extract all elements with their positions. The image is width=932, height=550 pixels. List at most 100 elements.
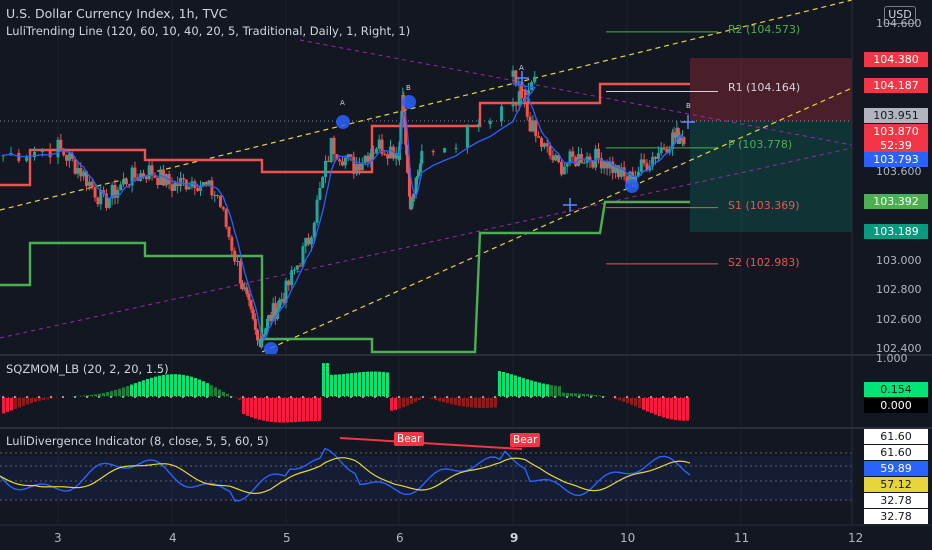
indicator-trend-legend[interactable]: LuliTrending Line (120, 60, 10, 40, 20, …	[6, 24, 411, 38]
purple-support	[0, 147, 853, 339]
candle-body	[256, 329, 259, 341]
sqz-bar	[162, 374, 165, 397]
sqz-dot	[410, 396, 412, 398]
sqz-bar	[626, 397, 629, 404]
candle-body	[343, 157, 347, 166]
sqz-bar	[110, 391, 113, 397]
candle-body	[261, 334, 265, 339]
candle-body	[431, 150, 435, 153]
sqz-bar	[682, 397, 685, 421]
sqz-bar	[530, 380, 533, 397]
sqz-dot	[538, 396, 540, 398]
candle-body	[280, 299, 284, 301]
sqz-dot	[326, 396, 328, 398]
sqz-dot	[482, 396, 484, 398]
candle-body	[517, 91, 521, 106]
sqz-dot	[642, 396, 644, 398]
candle-body	[454, 147, 458, 149]
sqz-dot	[630, 396, 632, 398]
sqz-dot	[198, 396, 200, 398]
candle-body	[545, 143, 549, 147]
sqz-dot	[158, 396, 160, 398]
osc-signal	[0, 457, 691, 495]
sqz-bar	[494, 397, 497, 408]
candle-body	[249, 300, 253, 310]
candle-body	[639, 159, 643, 172]
sqz-dot	[390, 396, 392, 398]
sqz-dot	[602, 396, 604, 398]
sqz-dot	[474, 396, 476, 398]
indicator-sqz-legend[interactable]: SQZMOM_LB (20, 2, 20, 1.5)	[6, 362, 169, 376]
candle-body	[672, 132, 676, 138]
candle-body	[56, 139, 60, 158]
candle-body	[144, 176, 148, 180]
sqz-dot	[86, 396, 88, 398]
sqz-bar	[434, 397, 437, 401]
candle-body	[488, 120, 492, 125]
sqz-dot	[70, 396, 72, 398]
pivot-zone-lower	[690, 121, 852, 232]
x-tick: 3	[54, 531, 62, 545]
candle-body	[636, 171, 640, 177]
sqz-bar	[130, 384, 133, 397]
candle-body	[537, 136, 541, 138]
sqz-bar	[126, 386, 129, 397]
candle-body	[355, 163, 359, 174]
sqz-bar	[466, 397, 469, 408]
sqz-dot	[502, 396, 504, 398]
candle-body	[410, 201, 414, 209]
sqz-bar	[506, 373, 509, 397]
sqz-dot	[98, 396, 100, 398]
sqz-dot	[646, 396, 648, 398]
sqz-dot	[110, 396, 112, 398]
sqz-dot	[494, 396, 496, 398]
candle-body	[520, 83, 524, 99]
sqz-dot	[94, 396, 96, 398]
sqz-bar	[618, 397, 621, 401]
sqz-dot	[634, 396, 636, 398]
candle-body	[616, 165, 620, 177]
candle-body	[236, 261, 240, 263]
candle-body	[597, 148, 600, 159]
price-badge: 103.870	[864, 124, 928, 139]
candle-body	[251, 309, 255, 320]
sqz-bar	[634, 397, 637, 407]
candle-body	[548, 146, 552, 156]
candle-body	[122, 179, 126, 185]
pivot-r2-label: R2 (104.573)	[728, 23, 801, 36]
sqz-bar	[666, 397, 669, 419]
sqz-dot	[114, 396, 116, 398]
candle-body	[366, 155, 370, 162]
currency-button[interactable]: USD	[884, 6, 916, 24]
candle-body	[263, 334, 267, 336]
price-badge: 104.187	[864, 78, 928, 93]
indicator-div-legend[interactable]: LuliDivergence Indicator (8, close, 5, 5…	[6, 434, 269, 448]
candle-body	[324, 160, 328, 177]
sqz-bar	[354, 372, 357, 397]
candle-body	[557, 155, 561, 163]
sqz-dot	[194, 396, 196, 398]
sqz-dot	[190, 396, 192, 398]
sqz-bar	[358, 372, 361, 397]
sqz-dot	[414, 396, 416, 398]
sqz-dot	[154, 396, 156, 398]
sqz-bar	[302, 397, 305, 422]
sqz-bar	[326, 363, 329, 397]
sqz-bar	[502, 372, 505, 397]
candle-body	[119, 184, 123, 191]
candle-body	[527, 89, 531, 96]
candle-body	[253, 319, 257, 330]
sqz-bar	[118, 388, 121, 397]
squeeze-histogram	[2, 363, 689, 423]
x-tick: 12	[848, 531, 864, 545]
sqz-dot	[334, 396, 336, 398]
sqz-dot	[562, 396, 564, 398]
sqz-dot	[426, 396, 428, 398]
candle-body	[278, 299, 282, 309]
sqz-bar	[30, 397, 33, 404]
sqz-dot	[406, 396, 408, 398]
grid	[57, 0, 742, 525]
sqz-dot	[338, 396, 340, 398]
